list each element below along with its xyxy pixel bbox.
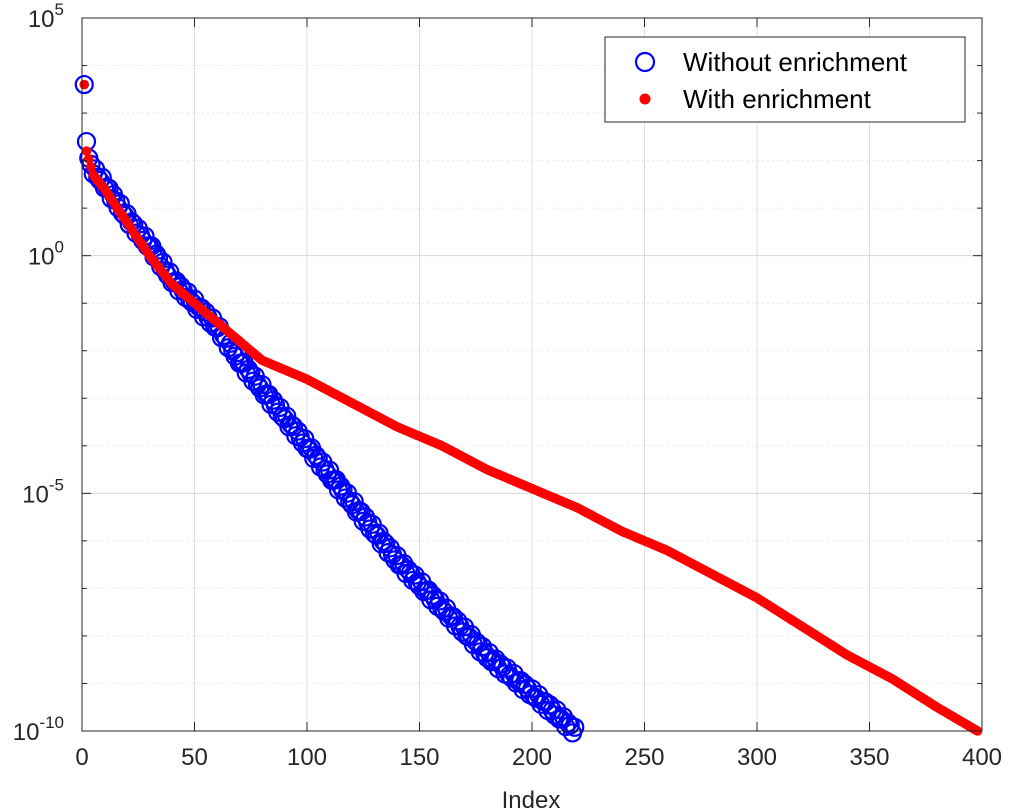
data-point — [430, 591, 450, 611]
tick-marks — [81, 17, 983, 732]
legend-box — [604, 36, 966, 123]
x-tick-label: 100 — [287, 744, 327, 771]
data-point — [351, 501, 371, 522]
x-tick-label: 50 — [181, 744, 208, 771]
data-point — [306, 445, 326, 465]
x-tick-label: 150 — [399, 744, 439, 771]
data-point — [259, 384, 279, 405]
data-point — [86, 162, 96, 172]
x-tick-label: 200 — [512, 744, 552, 771]
data-point — [281, 415, 301, 435]
x-tick-label: 0 — [75, 744, 88, 771]
data-point — [308, 448, 328, 468]
data-point — [74, 74, 94, 95]
x-tick-label: 250 — [624, 744, 664, 771]
data-point — [283, 416, 304, 436]
data-point — [81, 146, 92, 156]
data-point — [238, 359, 259, 379]
x-tick-label: 350 — [849, 744, 889, 771]
data-point — [547, 700, 567, 720]
data-point — [405, 565, 425, 585]
data-point — [344, 491, 364, 512]
data-point — [241, 363, 261, 383]
data-point — [376, 533, 396, 554]
data-point — [373, 531, 394, 552]
data-point — [443, 607, 463, 627]
y-tick-label: 105 — [28, 0, 64, 33]
x-tick-label: 400 — [962, 744, 1002, 771]
legend-label-without-enrichment: Without enrichment — [683, 47, 908, 77]
y-tick-label: 10-5 — [22, 475, 64, 508]
data-point — [83, 154, 94, 164]
legend-label-with-enrichment: With enrichment — [683, 84, 872, 114]
data-point — [565, 717, 585, 737]
y-tick-label: 100 — [28, 238, 64, 271]
series-with-enrichment — [79, 79, 983, 736]
data-point — [333, 480, 353, 501]
data-point — [79, 79, 90, 90]
data-point — [252, 374, 272, 395]
legend: Without enrichment With enrichment — [604, 36, 966, 123]
tick-labels: 0 50 100 150 200 250 300 350 400 10-10 10-5 100 105 — [13, 0, 1002, 771]
legend-marker-without-enrichment-icon — [634, 51, 656, 73]
data-point — [191, 298, 211, 318]
legend-marker-with-enrichment-icon — [639, 93, 651, 105]
x-axis-label: Index — [502, 787, 561, 811]
x-tick-label: 300 — [737, 744, 777, 771]
data-point — [319, 460, 340, 480]
data-series — [74, 74, 983, 743]
data-point — [522, 679, 542, 699]
y-tick-label: 10-10 — [13, 713, 64, 746]
